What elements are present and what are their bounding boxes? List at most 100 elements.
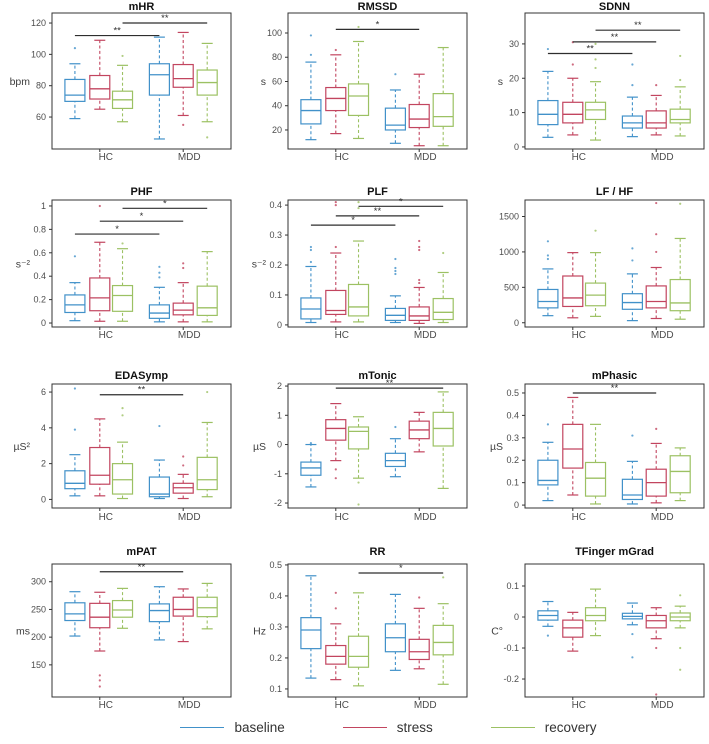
y-tick-label: 0: [514, 318, 519, 328]
outlier-point: [182, 464, 185, 467]
box-hc-baseline: [300, 575, 322, 679]
box-mdd-baseline: [148, 424, 170, 500]
y-tick-label: 1: [277, 410, 282, 420]
box-hc-recovery: [584, 42, 607, 141]
y-tick-label: 0.4: [269, 200, 282, 210]
box-mdd-baseline: [384, 593, 406, 671]
iqr-box: [584, 101, 607, 121]
box-hc-recovery: [111, 242, 134, 322]
box-hc-baseline: [537, 600, 559, 637]
significance-label: *: [376, 19, 380, 30]
outlier-point: [655, 233, 658, 236]
outlier-point: [334, 607, 337, 610]
box-mdd-stress: [645, 201, 667, 320]
y-tick-label: 80: [36, 81, 46, 91]
legend-item-stress: stress: [342, 720, 433, 735]
legend-label-recovery: recovery: [544, 719, 597, 735]
outlier-point: [309, 245, 313, 249]
outlier-point: [594, 66, 597, 70]
outlier-point: [631, 259, 634, 262]
axes-box: [287, 12, 468, 150]
outlier-point: [357, 503, 360, 506]
y-tick-label: 0.8: [33, 224, 46, 234]
box-hc-stress: [89, 418, 111, 497]
box-mdd-baseline: [148, 265, 170, 323]
box-hc-stress: [325, 200, 347, 323]
panel-mhr: mHR 60 80 100 120 bpm HC MDD ** **: [0, 0, 236, 186]
box-hc-recovery: [347, 592, 370, 687]
iqr-box: [645, 110, 667, 129]
outlier-point: [334, 477, 337, 480]
iqr-box: [645, 285, 667, 309]
box-hc-baseline: [300, 34, 322, 141]
outlier-point: [309, 248, 313, 252]
outlier-point: [394, 269, 397, 273]
axes-box: [51, 199, 232, 328]
iqr-box: [562, 619, 584, 638]
iqr-box: [537, 459, 559, 486]
outlier-point: [334, 48, 337, 52]
outlier-point: [309, 53, 313, 56]
iqr-box: [384, 452, 406, 468]
group-label: MDD: [178, 152, 201, 163]
y-tick-label: 2: [41, 459, 46, 469]
y-tick-label: 0.2: [506, 455, 519, 465]
axes-box: [287, 199, 468, 328]
group-label: MDD: [414, 152, 437, 163]
legend-item-baseline: baseline: [180, 720, 285, 735]
y-tick-label: 60: [36, 112, 46, 122]
box-hc-recovery: [584, 588, 607, 637]
iqr-box: [325, 289, 347, 316]
significance-label: **: [138, 562, 146, 573]
axes-box: [524, 563, 705, 698]
y-tick-label: 0: [514, 500, 519, 510]
iqr-box: [111, 463, 134, 495]
outlier-point: [73, 255, 77, 258]
box-mdd-stress: [645, 427, 667, 504]
outlier-point: [679, 668, 682, 671]
significance-label: **: [611, 383, 619, 394]
boxplot-svg: mHR 60 80 100 120 bpm HC MDD ** **: [10, 1, 232, 163]
y-axis-label: ms: [16, 626, 30, 638]
iqr-box: [408, 638, 430, 661]
iqr-box: [111, 284, 134, 312]
iqr-box: [300, 461, 322, 476]
box-mdd-stress: [172, 262, 194, 323]
iqr-box: [64, 602, 86, 622]
y-tick-label: 250: [31, 604, 46, 614]
outlier-point: [655, 646, 658, 650]
outlier-point: [546, 423, 550, 426]
iqr-box: [172, 63, 194, 88]
outlier-point: [631, 632, 634, 636]
outlier-point: [334, 468, 337, 471]
box-mdd-stress: [408, 596, 430, 670]
y-axis-label: s⁻²: [16, 259, 31, 271]
iqr-box: [172, 596, 194, 617]
iqr-box: [562, 423, 584, 469]
iqr-box: [347, 426, 370, 450]
outlier-point: [357, 25, 360, 29]
outlier-point: [442, 576, 445, 579]
panel-mtonic: mTonic -2 -1 0 1 2 µS HC MDD **: [236, 370, 473, 542]
box-mdd-baseline: [384, 425, 406, 478]
box-mdd-recovery: [432, 391, 454, 490]
boxplot-svg: RMSSD 20 40 60 80 100 s HC MDD *: [261, 1, 468, 163]
y-tick-label: 0.4: [33, 271, 46, 281]
axes-box: [524, 383, 705, 509]
iqr-box: [64, 294, 86, 314]
box-mdd-recovery: [196, 390, 218, 498]
iqr-box: [562, 101, 584, 124]
iqr-box: [148, 304, 170, 319]
y-tick-label: 30: [509, 39, 519, 49]
y-axis-label: µS: [253, 441, 266, 453]
outlier-point: [334, 200, 337, 204]
axes-box: [287, 563, 468, 698]
axes-box: [524, 12, 705, 150]
outlier-point: [418, 245, 421, 249]
iqr-box: [669, 108, 691, 124]
y-tick-label: 0: [277, 440, 282, 450]
y-axis-label: µS: [490, 441, 503, 453]
box-hc-stress: [89, 39, 111, 110]
iqr-box: [89, 446, 111, 485]
box-mdd-recovery: [432, 576, 454, 685]
